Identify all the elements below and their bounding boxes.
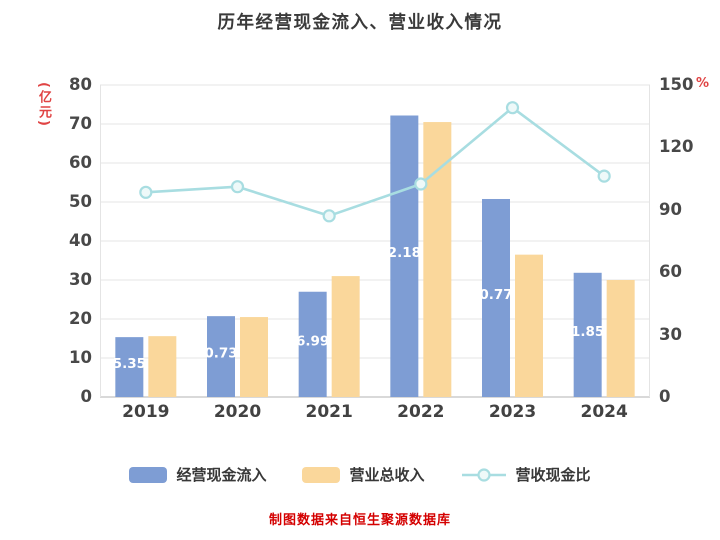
bar-revenue	[148, 336, 177, 397]
x-axis-label: 2023	[488, 402, 537, 422]
left-axis-tick: 60	[69, 153, 92, 172]
ratio-marker	[230, 180, 245, 194]
left-axis-tick: 20	[69, 309, 92, 328]
bar-value-label: 5.35	[113, 356, 146, 372]
left-axis-tick: 50	[69, 192, 92, 211]
bar-value-label: 0.73	[204, 346, 237, 362]
bar-cash-inflow	[115, 337, 144, 397]
cash-inflow-swatch-icon	[129, 466, 168, 483]
left-axis-unit-label: (亿元)	[36, 82, 51, 128]
x-axis-label: 2022	[397, 402, 445, 422]
bar-revenue	[606, 280, 635, 397]
bar-revenue	[423, 122, 452, 398]
left-axis-tick: 0	[80, 387, 92, 406]
ratio-marker	[597, 169, 611, 183]
x-axis-label: 2019	[122, 402, 170, 422]
bar-value-label: 6.99	[296, 333, 329, 349]
x-axis-label: 2020	[213, 402, 262, 422]
plot-area: 5.35 0.73 6.99 2.18 0.77 1.85	[100, 84, 650, 398]
legend-label-revenue: 营业总收入	[349, 466, 425, 484]
bar-value-label: 0.77	[479, 287, 512, 303]
legend-item-revenue[interactable]: 营业总收入	[302, 464, 425, 485]
bar-revenue	[331, 276, 360, 397]
legend: 经营现金流入 营业总收入 营收现金比	[0, 464, 720, 485]
legend-label-ratio: 营收现金比	[515, 466, 591, 484]
ratio-marker	[322, 209, 336, 223]
chart-title: 历年经营现金流入、营业收入情况	[217, 13, 503, 33]
left-axis-tick: 30	[69, 270, 92, 289]
legend-item-cash-inflow[interactable]: 经营现金流入	[129, 464, 266, 485]
bar-cash-inflow	[573, 272, 602, 397]
left-axis-tick: 10	[69, 348, 92, 367]
right-axis-tick: 120	[659, 137, 694, 157]
legend-label-cash-inflow: 经营现金流入	[176, 466, 267, 484]
ratio-marker	[139, 185, 153, 199]
revenue-swatch-icon	[302, 466, 341, 483]
bar-value-label: 2.18	[388, 245, 421, 261]
ratio-marker	[414, 177, 428, 191]
right-axis-tick: 0	[659, 387, 671, 406]
data-source-note: 制图数据来自恒生聚源数据库	[268, 513, 451, 528]
right-axis-unit-label: %	[696, 76, 710, 91]
legend-item-ratio[interactable]: 营收现金比	[461, 464, 591, 485]
x-axis-label: 2021	[305, 402, 353, 422]
left-axis-tick: 40	[69, 231, 92, 250]
bar-revenue	[240, 317, 268, 397]
right-axis-tick: 30	[659, 324, 682, 344]
x-axis-label: 2024	[580, 402, 628, 422]
bar-cash-inflow	[390, 115, 419, 398]
ratio-marker	[505, 101, 520, 115]
right-axis-tick: 90	[659, 199, 682, 219]
bar-cash-inflow	[298, 291, 327, 397]
ratio-line	[144, 106, 606, 218]
bar-value-label: 1.85	[571, 324, 604, 340]
ratio-line-swatch-icon	[461, 467, 506, 482]
bar-revenue	[515, 254, 543, 397]
right-axis-tick: 60	[659, 262, 682, 282]
bar-cash-inflow	[207, 316, 235, 397]
bar-cash-inflow	[482, 198, 510, 397]
